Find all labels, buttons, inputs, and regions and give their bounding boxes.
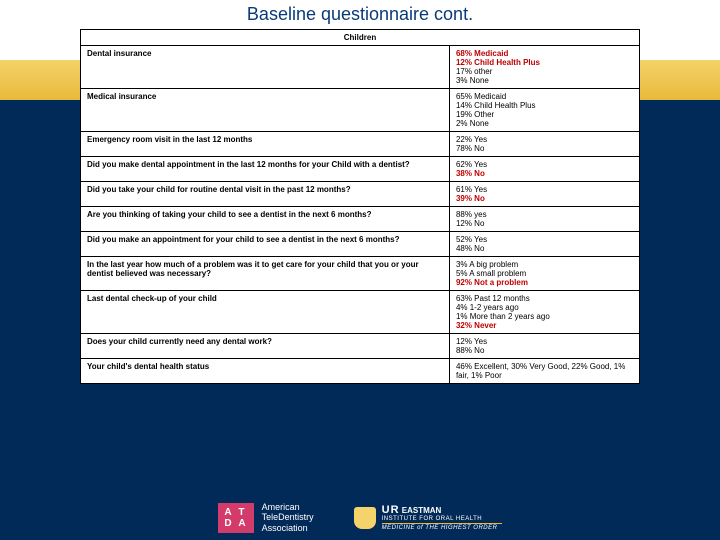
eastman-text: UR EASTMAN INSTITUTE FOR ORAL HEALTH MED… (382, 504, 502, 532)
answer-line: 52% Yes (456, 235, 487, 244)
atda-logo-block: A TD A AmericanTeleDentistryAssociation (218, 502, 313, 534)
atda-label: AmericanTeleDentistryAssociation (262, 502, 314, 534)
slide-content: Baseline questionnaire cont. Children De… (0, 0, 720, 540)
footer: A TD A AmericanTeleDentistryAssociation … (0, 502, 720, 534)
eastman-name: EASTMAN (402, 506, 442, 515)
answer-cell: 52% Yes48% No (449, 232, 639, 257)
table-row: Last dental check-up of your child63% Pa… (81, 291, 640, 334)
table-row: Did you make an appointment for your chi… (81, 232, 640, 257)
answer-line: 14% Child Health Plus (456, 101, 536, 110)
divider-line (382, 523, 502, 524)
table-row: In the last year how much of a problem w… (81, 257, 640, 291)
answer-line: 3% None (456, 76, 489, 85)
answer-line: 4% 1-2 years ago (456, 303, 519, 312)
answer-cell: 68% Medicaid12% Child Health Plus17% oth… (449, 46, 639, 89)
answer-line: 48% No (456, 244, 484, 253)
shield-icon (354, 507, 376, 529)
motto-text: MEDICINE of THE HIGHEST ORDER (382, 525, 502, 532)
question-cell: Medical insurance (81, 89, 450, 132)
answer-line: 88% yes (456, 210, 487, 219)
answer-line: 12% Yes (456, 337, 487, 346)
ur-text: UR (382, 504, 400, 516)
table-row: Medical insurance65% Medicaid14% Child H… (81, 89, 640, 132)
institute-text: INSTITUTE FOR ORAL HEALTH (382, 516, 502, 523)
answer-line: 12% No (456, 219, 484, 228)
table-header: Children (81, 30, 640, 46)
question-cell: Are you thinking of taking your child to… (81, 207, 450, 232)
table-row: Emergency room visit in the last 12 mont… (81, 132, 640, 157)
questionnaire-table-wrap: Children Dental insurance68% Medicaid12%… (80, 29, 640, 384)
answer-cell: 3% A big problem5% A small problem92% No… (449, 257, 639, 291)
question-cell: Your child's dental health status (81, 359, 450, 384)
questionnaire-table: Children Dental insurance68% Medicaid12%… (80, 29, 640, 384)
answer-cell: 22% Yes78% No (449, 132, 639, 157)
answer-line: 19% Other (456, 110, 494, 119)
question-cell: Did you make an appointment for your chi… (81, 232, 450, 257)
answer-line: 63% Past 12 months (456, 294, 530, 303)
question-cell: In the last year how much of a problem w… (81, 257, 450, 291)
answer-line: 65% Medicaid (456, 92, 506, 101)
answer-line: 12% Child Health Plus (456, 58, 540, 67)
table-row: Are you thinking of taking your child to… (81, 207, 640, 232)
answer-line: 78% No (456, 144, 484, 153)
question-cell: Did you make dental appointment in the l… (81, 157, 450, 182)
question-cell: Dental insurance (81, 46, 450, 89)
answer-line: 2% None (456, 119, 489, 128)
answer-cell: 62% Yes38% No (449, 157, 639, 182)
answer-cell: 12% Yes88% No (449, 334, 639, 359)
answer-line: 32% Never (456, 321, 496, 330)
eastman-logo-block: UR EASTMAN INSTITUTE FOR ORAL HEALTH MED… (354, 504, 502, 532)
answer-line: 62% Yes (456, 160, 487, 169)
answer-line: 68% Medicaid (456, 49, 508, 58)
question-cell: Did you take your child for routine dent… (81, 182, 450, 207)
answer-line: 22% Yes (456, 135, 487, 144)
table-row: Dental insurance68% Medicaid12% Child He… (81, 46, 640, 89)
answer-cell: 88% yes12% No (449, 207, 639, 232)
answer-cell: 61% Yes39% No (449, 182, 639, 207)
answer-line: 17% other (456, 67, 492, 76)
atda-logo-icon: A TD A (218, 503, 253, 533)
answer-cell: 65% Medicaid14% Child Health Plus19% Oth… (449, 89, 639, 132)
answer-line: 39% No (456, 194, 485, 203)
slide-title: Baseline questionnaire cont. (247, 4, 473, 25)
question-cell: Last dental check-up of your child (81, 291, 450, 334)
table-row: Does your child currently need any denta… (81, 334, 640, 359)
answer-line: 88% No (456, 346, 484, 355)
question-cell: Does your child currently need any denta… (81, 334, 450, 359)
question-cell: Emergency room visit in the last 12 mont… (81, 132, 450, 157)
answer-line: 46% Excellent, 30% Very Good, 22% Good, … (456, 362, 625, 380)
answer-line: 5% A small problem (456, 269, 526, 278)
answer-cell: 63% Past 12 months4% 1-2 years ago1% Mor… (449, 291, 639, 334)
answer-line: 1% More than 2 years ago (456, 312, 550, 321)
table-row: Did you take your child for routine dent… (81, 182, 640, 207)
table-row: Did you make dental appointment in the l… (81, 157, 640, 182)
answer-line: 92% Not a problem (456, 278, 528, 287)
answer-cell: 46% Excellent, 30% Very Good, 22% Good, … (449, 359, 639, 384)
table-row: Your child's dental health status 46% Exc… (81, 359, 640, 384)
answer-line: 61% Yes (456, 185, 487, 194)
answer-line: 38% No (456, 169, 485, 178)
answer-line: 3% A big problem (456, 260, 518, 269)
